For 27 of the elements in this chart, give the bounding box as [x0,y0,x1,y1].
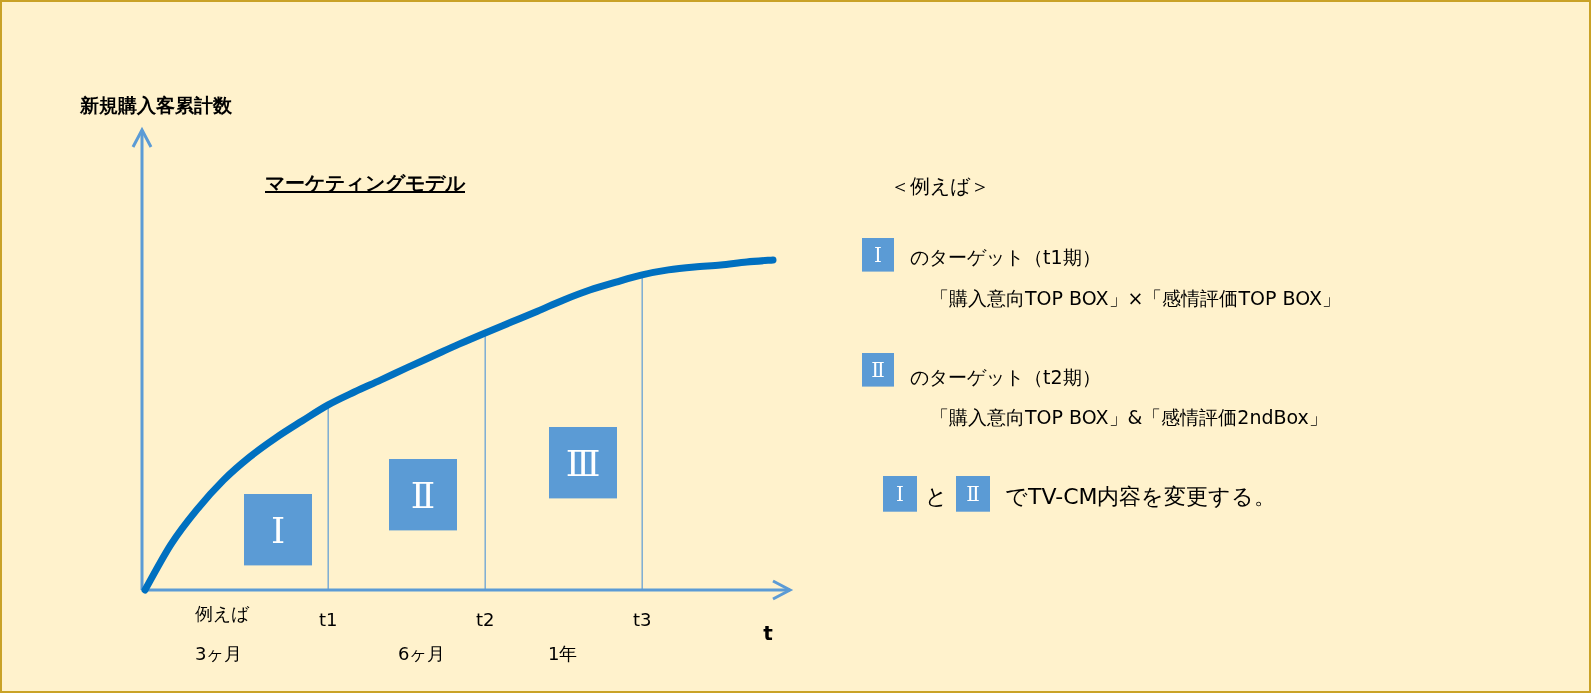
text: ＜例えば＞ [890,174,990,198]
annotation-box: Ⅰ [244,494,312,566]
text: 新規購入客累計数 [79,94,233,116]
text: のターゲット（t1期） [910,246,1101,268]
x-tick-label: t3 [632,609,652,630]
text: でTV-CM内容を変更する。 [1005,484,1277,509]
text: と [925,484,948,509]
annotation: Ⅲ [565,443,601,484]
text: 1年 [548,643,578,664]
x-tick-label: t2 [475,609,495,630]
text: 6ヶ月 [398,643,446,664]
annotation-box: Ⅲ [549,427,617,499]
x-tick-label: t1 [318,609,338,630]
annotation: Ⅱ [410,475,436,516]
annotation-box: Ⅰ [883,476,917,512]
annotation-box: Ⅱ [956,476,990,512]
text: 例えば [195,603,250,624]
annotation: Ⅰ [270,510,286,551]
x-axis-title: t [763,621,774,645]
text: 「購入意向TOP BOX」&「感情評価2ndBox」 [930,406,1328,428]
annotation-box: Ⅱ [389,459,457,531]
annotation-box: Ⅰ [862,238,894,272]
text: 3ヶ月 [195,643,243,664]
text: のターゲット（t2期） [910,366,1101,388]
chart-title: マーケティングモデル [265,171,466,195]
text: 「購入意向TOP BOX」×「感情評価TOP BOX」 [930,287,1341,309]
annotation-box: Ⅱ [862,353,894,387]
